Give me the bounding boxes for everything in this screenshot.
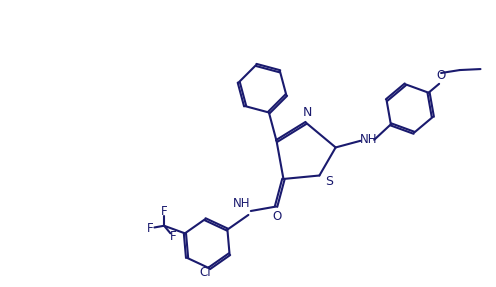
Text: F: F <box>161 205 168 218</box>
Text: NH: NH <box>233 197 251 210</box>
Text: S: S <box>325 175 333 188</box>
Text: F: F <box>170 230 176 243</box>
Text: Cl: Cl <box>200 266 211 279</box>
Text: O: O <box>272 210 282 223</box>
Text: NH: NH <box>360 133 377 146</box>
Text: F: F <box>147 222 154 235</box>
Text: O: O <box>436 69 446 82</box>
Text: N: N <box>303 106 312 119</box>
